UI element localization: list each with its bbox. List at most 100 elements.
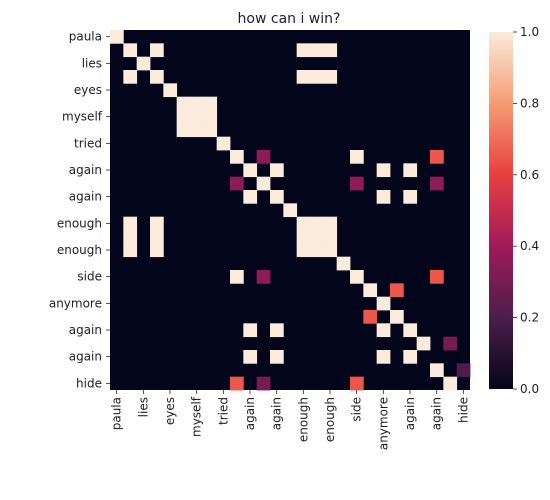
heatmap-cell xyxy=(350,176,364,191)
heatmap-cell xyxy=(190,123,204,138)
heatmap-cell xyxy=(403,190,418,204)
heatmap-cell xyxy=(150,216,164,231)
colorbar-tick-label: 0.6 xyxy=(520,168,539,182)
y-tick-label: tried xyxy=(74,136,102,150)
heatmap-cell xyxy=(203,110,218,124)
heatmap-cell xyxy=(323,43,338,58)
heatmap-cell xyxy=(243,350,258,364)
heatmap-cell xyxy=(256,270,271,284)
colorbar xyxy=(489,32,513,389)
heatmap-cell xyxy=(256,376,271,391)
x-tick-label: tried xyxy=(216,397,230,425)
heatmap-cell xyxy=(123,216,138,231)
heatmap-cell xyxy=(270,163,284,178)
heatmap-cell xyxy=(110,30,124,44)
heatmap-cell xyxy=(256,150,271,164)
heatmap-cell xyxy=(123,243,138,258)
heatmap-cell xyxy=(310,43,324,58)
y-tick-label: anymore xyxy=(49,296,102,310)
heatmap-cell xyxy=(136,56,151,71)
heatmap-cell xyxy=(430,270,444,284)
heatmap-cell xyxy=(296,216,311,231)
colorbar-tick-label: 0.0 xyxy=(520,382,539,396)
heatmap-cell xyxy=(243,163,258,178)
x-tick-label: side xyxy=(350,397,364,422)
heatmap-cell xyxy=(256,176,271,191)
heatmap-cell xyxy=(323,230,338,244)
heatmap-cells xyxy=(110,30,471,391)
x-tick-label: again xyxy=(243,397,257,430)
x-tick-label: again xyxy=(403,397,417,430)
heatmap-cell xyxy=(230,150,244,164)
y-tick-label: again xyxy=(69,163,102,177)
heatmap-cell xyxy=(376,323,391,338)
colorbar-tick-label: 0.4 xyxy=(520,239,539,253)
colorbar-tick-label: 0.2 xyxy=(520,311,539,325)
heatmap-cell xyxy=(323,70,338,84)
heatmap-cell xyxy=(150,70,164,84)
x-tick-label: again xyxy=(430,397,444,430)
heatmap-cell xyxy=(310,243,324,258)
heatmap-cell xyxy=(176,96,191,111)
y-axis: paula lies eyes myself tried again again enough… xyxy=(49,30,110,390)
heatmap-cell xyxy=(150,230,164,244)
heatmap-cell xyxy=(390,283,404,298)
heatmap-cell xyxy=(430,363,444,378)
x-axis: paula lies eyes myself tried again again enough… xyxy=(110,390,470,450)
y-tick-label: again xyxy=(69,190,102,204)
heatmap-cell xyxy=(296,43,311,58)
heatmap-cell xyxy=(363,310,378,324)
y-tick-label: paula xyxy=(69,30,102,44)
heatmap-cell xyxy=(190,110,204,124)
heatmap-cell xyxy=(230,376,244,391)
heatmap-cell xyxy=(176,110,191,124)
heatmap-cell xyxy=(323,216,338,231)
heatmap-cell xyxy=(270,323,284,338)
heatmap-cell xyxy=(203,96,218,111)
heatmap-cell xyxy=(296,243,311,258)
heatmap-cell xyxy=(443,336,458,351)
heatmap-cell xyxy=(376,350,391,364)
y-tick-label: myself xyxy=(62,110,103,124)
heatmap-cell xyxy=(163,83,178,98)
heatmap-cell xyxy=(203,123,218,138)
heatmap-cell xyxy=(403,163,418,178)
heatmap-cell xyxy=(243,190,258,204)
y-tick-label: lies xyxy=(82,56,102,70)
y-tick-label: eyes xyxy=(74,83,102,97)
heatmap-cell xyxy=(123,70,138,84)
chart-title: how can i win? xyxy=(238,11,341,27)
x-tick-label: enough xyxy=(296,397,310,442)
x-tick-label: paula xyxy=(110,397,124,430)
heatmap-cell xyxy=(296,70,311,84)
y-tick-label: again xyxy=(69,323,102,337)
heatmap-cell xyxy=(336,256,351,271)
heatmap-cell xyxy=(176,123,191,138)
heatmap-cell xyxy=(456,363,471,378)
y-tick-label: enough xyxy=(57,243,102,257)
x-tick-label: hide xyxy=(456,397,470,423)
heatmap-cell xyxy=(296,230,311,244)
heatmap-cell xyxy=(390,310,404,324)
x-tick-label: again xyxy=(270,397,284,430)
heatmap-cell xyxy=(310,230,324,244)
heatmap-cell xyxy=(150,243,164,258)
heatmap-cell xyxy=(403,323,418,338)
x-tick-label: myself xyxy=(190,396,204,437)
x-tick-label: anymore xyxy=(376,397,390,450)
heatmap-cell xyxy=(416,336,431,351)
heatmap-cell xyxy=(403,350,418,364)
heatmap-cell xyxy=(216,136,231,151)
colorbar-tick-label: 0.8 xyxy=(520,96,539,110)
heatmap-cell xyxy=(430,150,444,164)
heatmap-cell xyxy=(350,150,364,164)
heatmap-cell xyxy=(270,190,284,204)
heatmap-cell xyxy=(270,350,284,364)
colorbar-tick-label: 1.0 xyxy=(520,25,539,39)
heatmap-cell xyxy=(376,296,391,311)
x-tick-label: enough xyxy=(323,397,337,442)
heatmap-cell xyxy=(310,70,324,84)
y-tick-label: again xyxy=(69,350,102,364)
heatmap-cell xyxy=(350,270,364,284)
